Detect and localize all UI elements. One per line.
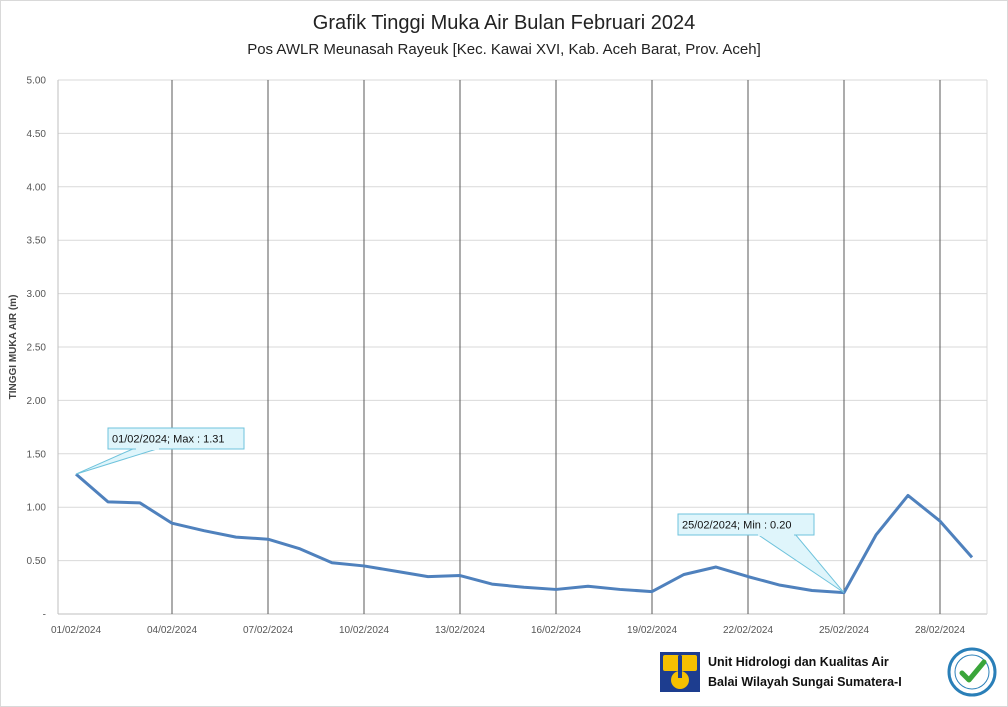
y-tick-label: - xyxy=(43,610,46,621)
y-tick-label: 3.50 xyxy=(27,236,47,247)
horizontal-gridlines xyxy=(57,79,988,615)
series-point xyxy=(779,584,781,586)
series-point xyxy=(555,588,557,590)
footer-text: Unit Hidrologi dan Kualitas Air Balai Wi… xyxy=(708,652,902,692)
x-tick-label: 25/02/2024 xyxy=(819,625,869,636)
series-point xyxy=(875,534,877,536)
y-tick-label: 5.00 xyxy=(27,76,47,87)
x-tick-label: 22/02/2024 xyxy=(723,625,773,636)
y-tick-label: 4.00 xyxy=(27,182,47,193)
series-point xyxy=(331,562,333,564)
callout-label: 01/02/2024; Max : 1.31 xyxy=(112,434,225,446)
series-point xyxy=(587,585,589,587)
callout-label: 25/02/2024; Min : 0.20 xyxy=(682,520,791,532)
vertical-gridlines xyxy=(171,80,941,614)
series-point xyxy=(619,588,621,590)
x-tick-label: 19/02/2024 xyxy=(627,625,677,636)
series-point xyxy=(171,522,173,524)
series-point xyxy=(203,529,205,531)
series-point xyxy=(811,589,813,591)
callout-pointer xyxy=(75,447,161,475)
y-axis-ticks: - 0.50 1.00 1.50 2.00 2.50 3.00 3.50 4.00 4.50 5.0… xyxy=(27,76,47,621)
y-tick-label: 1.00 xyxy=(27,503,47,514)
footer-line2: Balai Wilayah Sungai Sumatera-I xyxy=(708,675,902,689)
y-tick-label: 3.00 xyxy=(27,289,47,300)
series-point xyxy=(523,586,525,588)
x-tick-label: 04/02/2024 xyxy=(147,625,197,636)
series-point xyxy=(683,573,685,575)
y-tick-label: 1.50 xyxy=(27,449,47,460)
chart-subtitle: Pos AWLR Meunasah Rayeuk [Kec. Kawai XVI… xyxy=(247,41,761,58)
series-point xyxy=(363,565,365,567)
annotation-callouts: 01/02/2024; Max : 1.31 25/02/2024; Min : … xyxy=(75,427,845,594)
x-tick-label: 07/02/2024 xyxy=(243,625,293,636)
series-group xyxy=(75,472,974,595)
series-point xyxy=(459,574,461,576)
series-point xyxy=(907,494,909,496)
y-tick-label: 0.50 xyxy=(27,556,47,567)
y-tick-label: 4.50 xyxy=(27,129,47,140)
x-axis-ticks: 01/02/2024 04/02/2024 07/02/2024 10/02/2024… xyxy=(51,625,965,636)
footer: Unit Hidrologi dan Kualitas Air Balai Wi… xyxy=(660,650,902,694)
series-point xyxy=(107,501,109,503)
x-tick-label: 16/02/2024 xyxy=(531,625,581,636)
y-tick-label: 2.00 xyxy=(27,396,47,407)
series-point xyxy=(139,502,141,504)
series-point xyxy=(939,520,941,522)
series-line xyxy=(75,472,974,595)
series-point xyxy=(651,590,653,592)
series-point xyxy=(971,556,973,558)
series-point xyxy=(715,566,717,568)
y-axis-label: TINGGI MUKA AIR (m) xyxy=(8,295,19,400)
series-point xyxy=(427,575,429,577)
pu-logo-icon xyxy=(660,652,700,692)
series-point xyxy=(299,548,301,550)
series-point xyxy=(267,538,269,540)
series-point xyxy=(491,583,493,585)
x-tick-label: 28/02/2024 xyxy=(915,625,965,636)
x-tick-label: 10/02/2024 xyxy=(339,625,389,636)
callout-box xyxy=(677,513,815,536)
series-point xyxy=(747,575,749,577)
y-tick-label: 2.50 xyxy=(27,343,47,354)
x-tick-label: 13/02/2024 xyxy=(435,625,485,636)
iso-certified-badge-icon xyxy=(946,646,998,698)
footer-line1: Unit Hidrologi dan Kualitas Air xyxy=(708,655,889,669)
chart-title: Grafik Tinggi Muka Air Bulan Februari 20… xyxy=(312,12,696,34)
callout-box xyxy=(107,427,245,450)
series-point xyxy=(235,536,237,538)
x-tick-label: 01/02/2024 xyxy=(51,625,101,636)
series-point xyxy=(395,570,397,572)
